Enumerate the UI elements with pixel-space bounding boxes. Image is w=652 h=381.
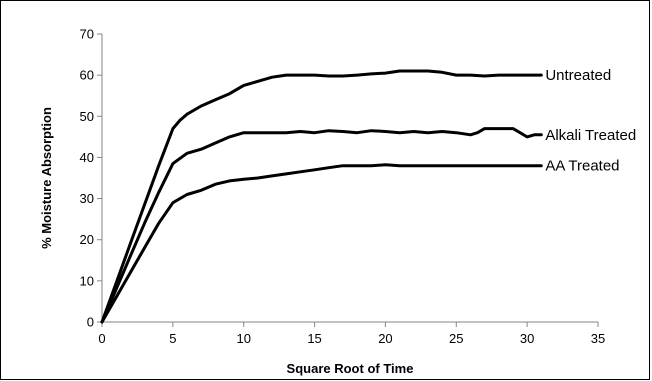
y-tick-label: 10 bbox=[80, 273, 94, 288]
x-tick-label: 35 bbox=[591, 331, 605, 346]
series-layer: Untreated Alkali Treated AA Treated bbox=[100, 67, 636, 324]
y-tick-label: 50 bbox=[80, 109, 94, 124]
y-tick-label: 30 bbox=[80, 191, 94, 206]
x-tick-label: 30 bbox=[520, 331, 534, 346]
series-line-untreated bbox=[100, 69, 543, 324]
y-tick-label: 20 bbox=[80, 232, 94, 247]
x-axis-title: Square Root of Time bbox=[287, 361, 414, 376]
x-tick-label: 15 bbox=[307, 331, 321, 346]
x-axis: 0 5 10 15 20 25 30 35 bbox=[98, 321, 605, 346]
y-axis: 0 10 20 30 40 50 60 70 bbox=[80, 27, 103, 330]
y-tick-label: 40 bbox=[80, 150, 94, 165]
x-tick-label: 20 bbox=[378, 331, 392, 346]
series-line-aa-treated bbox=[100, 163, 543, 324]
y-tick-label: 0 bbox=[87, 315, 94, 330]
x-tick-label: 25 bbox=[449, 331, 463, 346]
y-axis-title: % Moisture Absorption bbox=[39, 107, 54, 249]
x-tick-label: 0 bbox=[98, 331, 105, 346]
y-tick-label: 60 bbox=[80, 68, 94, 83]
series-line-alkali-treated bbox=[100, 127, 543, 324]
x-tick-label: 10 bbox=[236, 331, 250, 346]
x-tick-label: 5 bbox=[169, 331, 176, 346]
series-label-alkali-treated: Alkali Treated bbox=[545, 127, 636, 144]
y-tick-label: 70 bbox=[80, 27, 94, 42]
series-label-aa-treated: AA Treated bbox=[545, 158, 619, 175]
series-label-untreated: Untreated bbox=[545, 67, 611, 84]
